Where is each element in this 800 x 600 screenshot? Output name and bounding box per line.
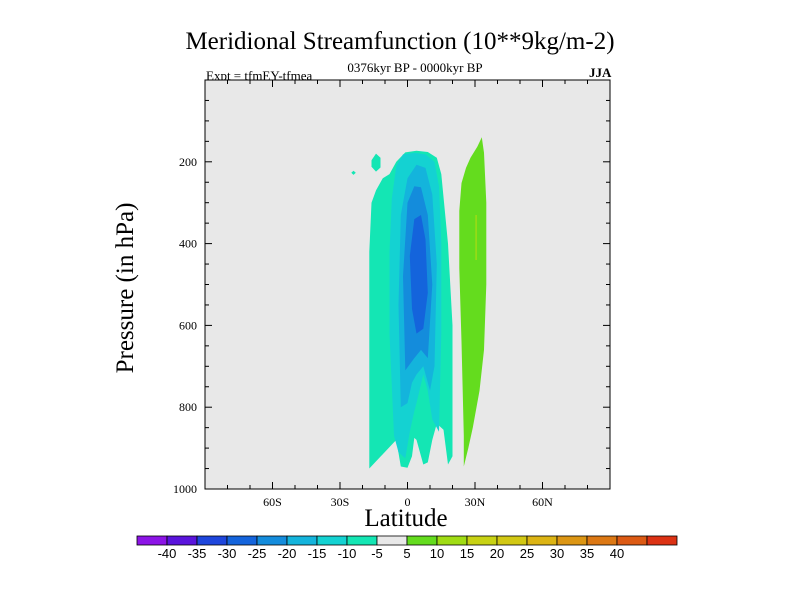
contour-region-2 [351,170,356,175]
experiment-label: Expt = tfmEY-tfmea [206,68,313,83]
axes: 60S 30S 0 30N 60N 200 400 600 800 1000 [173,80,611,509]
colorbar-label: 15 [460,546,474,561]
colorbar-label: -25 [248,546,267,561]
colorbar-swatch [526,535,558,546]
colorbar-swatch [136,535,168,546]
colorbar-swatch [226,535,258,546]
x-tick-label: 30S [331,495,350,509]
contour-region-1 [371,153,381,172]
y-tick-label: 400 [179,237,197,251]
x-tick-label: 30N [465,495,486,509]
colorbar-label: 40 [610,546,624,561]
y-tick-label: 200 [179,155,197,169]
x-tick-label: 0 [405,495,411,509]
colorbar-swatch [166,535,198,546]
colorbar-label: -10 [338,546,357,561]
colorbar-label: -35 [188,546,207,561]
colorbar-label: 35 [580,546,594,561]
colorbar: -40 -35 -30 -25 -20 -15 -10 -5 5 10 15 20 25 30 35 40 [136,535,678,561]
y-tick-label: 800 [179,400,197,414]
colorbar-swatch [466,535,498,546]
colorbar-swatch [646,535,678,546]
colorbar-label: 30 [550,546,564,561]
colorbar-label: -30 [218,546,237,561]
colorbar-swatch [436,535,468,546]
colorbar-label: -20 [278,546,297,561]
x-tick-label: 60N [532,495,553,509]
colorbar-label: 10 [430,546,444,561]
colorbar-swatch [556,535,588,546]
y-tick-label: 1000 [173,482,197,496]
colorbar-swatch [406,535,438,546]
colorbar-swatch [496,535,528,546]
contour-region-8 [475,215,477,260]
colorbar-swatch [256,535,288,546]
contour-region-7 [459,137,487,467]
y-tick-label: 600 [179,318,197,332]
season-label: JJA [589,65,612,80]
colorbar-swatch [286,535,318,546]
x-axis-label: Latitude [364,505,448,532]
chart-subtitle: 0376kyr BP - 0000kyr BP [347,60,483,75]
colorbar-label: 5 [403,546,410,561]
contour-region-6 [409,215,428,334]
colorbar-swatch [196,535,228,546]
colorbar-label: -15 [308,546,327,561]
colorbar-swatch [616,535,648,546]
chart-title: Meridional Streamfunction (10**9kg/m-2) [185,28,615,55]
colorbar-label: -40 [158,546,177,561]
contour-regions [351,137,487,469]
colorbar-swatch [346,535,378,546]
colorbar-swatch [586,535,618,546]
colorbar-swatch [316,535,348,546]
colorbar-swatch [376,535,408,546]
colorbar-label: -5 [371,546,383,561]
colorbar-label: 25 [520,546,534,561]
x-tick-label: 60S [263,495,282,509]
colorbar-label: 20 [490,546,504,561]
